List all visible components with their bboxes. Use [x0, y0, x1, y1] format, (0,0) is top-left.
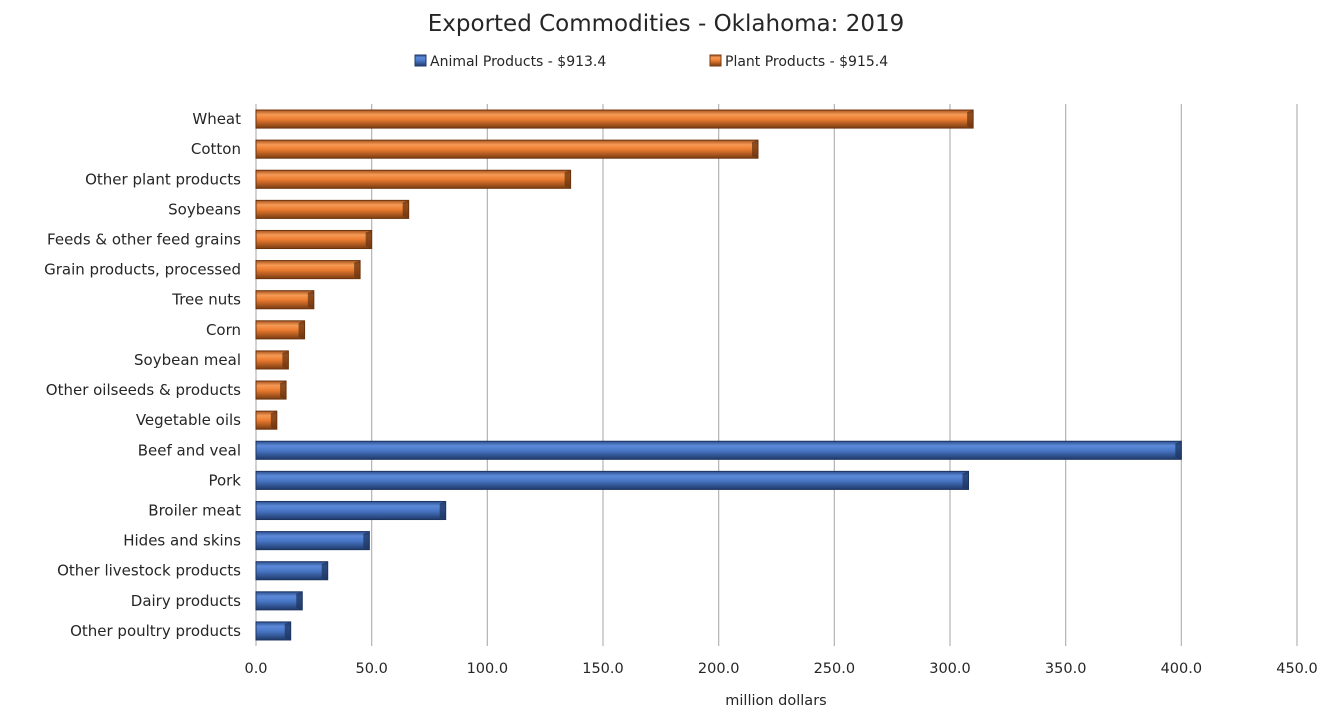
bar-end-cap [354, 260, 361, 279]
x-axis-ticks: 0.0 50.0 100.0 150.0 200.0 250.0 300.0 350.0 400… [244, 661, 1317, 677]
x-axis-title: million dollars [725, 693, 826, 709]
x-tick-label: 450.0 [1276, 661, 1318, 677]
category-label: Other livestock products [57, 562, 241, 580]
category-label: Cotton [191, 140, 241, 158]
bar-end-cap [282, 350, 289, 369]
bar-end-cap [296, 591, 303, 610]
chart-title: Exported Commodities - Oklahoma: 2019 [428, 11, 904, 37]
bar [255, 561, 329, 581]
x-tick-label: 0.0 [244, 661, 267, 677]
legend-item-animal-products: Animal Products - $913.4 [414, 54, 606, 70]
category-label: Soybeans [168, 200, 241, 218]
category-label: Corn [206, 321, 241, 339]
bar-end-cap [307, 290, 314, 309]
bar [255, 591, 303, 611]
category-label: Dairy products [131, 592, 241, 610]
bar-end-cap [363, 531, 370, 550]
bar-end-cap [402, 200, 409, 219]
category-label: Hides and skins [123, 532, 241, 550]
x-tick-label: 150.0 [582, 661, 624, 677]
bar-end-cap [284, 621, 291, 640]
bar [255, 199, 410, 219]
legend: Animal Products - $913.4 Plant Products … [414, 54, 888, 70]
bar-end-cap [280, 381, 287, 400]
bar-end-cap [962, 471, 969, 490]
x-tick-label: 200.0 [698, 661, 740, 677]
category-label: Broiler meat [148, 502, 241, 520]
bar-end-cap [1175, 441, 1182, 460]
bar [255, 109, 974, 129]
category-label: Other oilseeds & products [46, 381, 241, 399]
legend-item-plant-products: Plant Products - $915.4 [709, 54, 888, 70]
bar-end-cap [967, 110, 974, 129]
bar-end-cap [439, 501, 446, 520]
legend-label-plant: Plant Products - $915.4 [725, 54, 888, 70]
bar [255, 139, 759, 159]
bar [255, 470, 970, 490]
category-label: Grain products, processed [44, 261, 241, 279]
legend-swatch-plant [709, 54, 722, 67]
bar-end-cap [298, 320, 305, 339]
category-label: Other poultry products [70, 622, 241, 640]
category-label: Pork [208, 471, 241, 489]
category-label: Other plant products [85, 170, 241, 188]
category-label: Tree nuts [171, 291, 241, 309]
x-tick-label: 100.0 [467, 661, 509, 677]
x-tick-label: 300.0 [929, 661, 971, 677]
bar-end-cap [365, 230, 372, 249]
category-label: Wheat [192, 110, 241, 128]
bar [255, 229, 373, 250]
category-label: Soybean meal [134, 351, 241, 369]
x-tick-label: 50.0 [356, 661, 388, 677]
bar-end-cap [564, 170, 571, 189]
bar [255, 320, 306, 340]
bars [255, 109, 1182, 641]
bar [255, 531, 370, 551]
bar-end-cap [321, 561, 328, 580]
legend-swatch-animal [414, 54, 427, 67]
bar-end-cap [270, 411, 277, 430]
x-tick-label: 350.0 [1045, 661, 1087, 677]
gridlines [255, 104, 1298, 646]
category-label: Beef and veal [138, 441, 241, 459]
bar [255, 260, 361, 280]
category-label: Vegetable oils [136, 411, 241, 429]
bar [255, 169, 572, 189]
category-labels: Wheat Cotton Other plant products Soybeans F… [44, 110, 241, 640]
x-tick-label: 250.0 [814, 661, 856, 677]
bar [255, 500, 447, 521]
bar [255, 290, 315, 310]
category-label: Feeds & other feed grains [47, 231, 241, 249]
x-tick-label: 400.0 [1161, 661, 1203, 677]
bar [255, 440, 1182, 460]
bar-end-cap [751, 140, 758, 159]
legend-label-animal: Animal Products - $913.4 [430, 54, 606, 70]
